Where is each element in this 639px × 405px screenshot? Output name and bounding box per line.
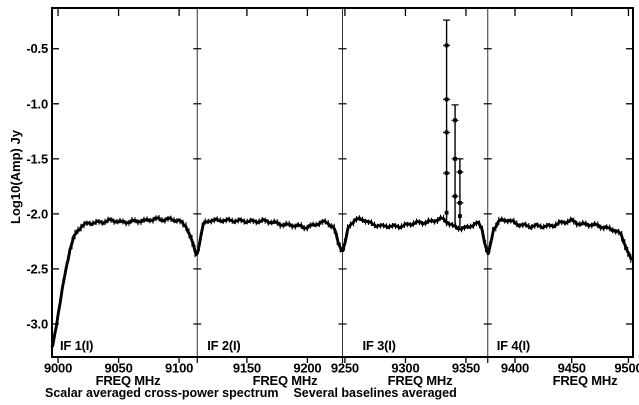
error-bars — [489, 216, 632, 263]
freq-axis-label: FREQ MHz — [388, 373, 454, 388]
x-tick-label: 9200 — [293, 361, 321, 376]
if-panel-label: IF 2(I) — [207, 338, 240, 353]
spike-data-point — [453, 194, 457, 199]
if-panel-label: IF 3(I) — [363, 338, 396, 353]
x-tick-label: 9000 — [44, 361, 72, 376]
caption-right: Several baselines averaged — [293, 386, 457, 400]
spectrum-curve — [341, 216, 489, 254]
freq-axis-label: FREQ MHz — [553, 373, 619, 388]
spectrum-curve — [195, 217, 344, 255]
spike-data-point — [458, 214, 462, 218]
if-panel-label: IF 4(I) — [497, 338, 530, 353]
x-tick-label: 9400 — [501, 361, 529, 376]
error-bars — [198, 216, 341, 253]
x-tick-label: 9300 — [391, 361, 419, 376]
x-tick-label: 9050 — [105, 361, 133, 376]
spectrum-curve — [50, 216, 199, 348]
plot-caption: Scalar averaged cross-power spectrum Seve… — [45, 386, 457, 400]
spike-data-point — [444, 130, 449, 135]
y-tick-label: -2.0 — [26, 206, 48, 221]
spike-data-point — [444, 97, 449, 102]
x-tick-label: 9500 — [614, 361, 639, 376]
spike-data-point — [444, 210, 449, 215]
y-axis-title: Log10(Amp) Jy — [8, 130, 23, 224]
x-tick-label: 9150 — [233, 361, 261, 376]
y-tick-label: -0.5 — [26, 41, 48, 56]
error-bars — [53, 214, 196, 345]
error-bars — [343, 214, 487, 253]
if-panel-label: IF 1(I) — [60, 338, 93, 353]
y-tick-label: -2.5 — [26, 261, 48, 276]
caption-left: Scalar averaged cross-power spectrum — [45, 386, 279, 400]
spike-data-point — [444, 171, 449, 176]
spectrum-curve — [486, 217, 634, 261]
spike-data-point — [453, 156, 457, 161]
spike-data-point — [453, 118, 457, 123]
x-tick-label: 9250 — [331, 361, 359, 376]
x-tick-label: 9350 — [452, 361, 480, 376]
spike-data-point — [444, 43, 449, 48]
spike-data-point — [458, 170, 462, 174]
x-tick-label: 9100 — [165, 361, 193, 376]
y-tick-label: -1.5 — [26, 151, 48, 166]
freq-axis-label: FREQ MHz — [253, 373, 319, 388]
spike-data-point — [458, 200, 462, 205]
y-tick-label: -3.0 — [26, 316, 48, 331]
y-tick-label: -1.0 — [26, 96, 48, 111]
freq-axis-label: FREQ MHz — [96, 373, 162, 388]
x-tick-label: 9450 — [558, 361, 586, 376]
